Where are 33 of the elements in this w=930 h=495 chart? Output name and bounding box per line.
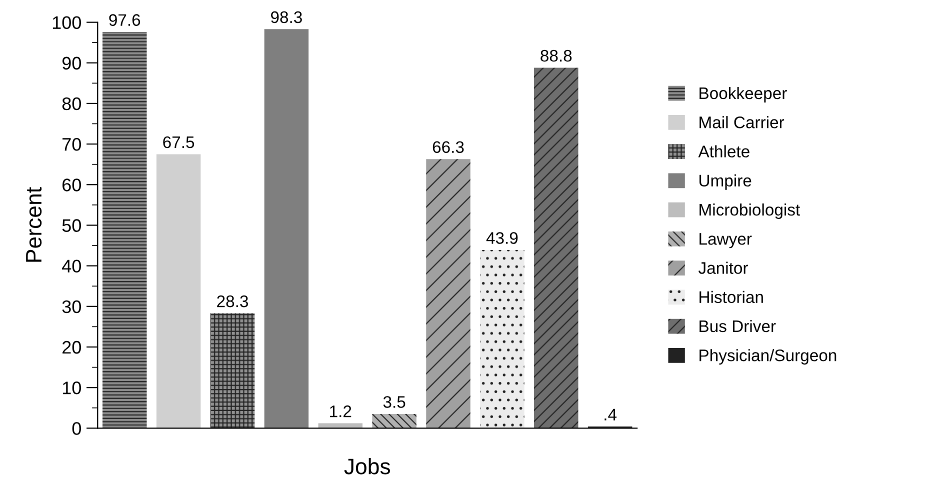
y-tick-label: 100 [52,16,81,29]
data-label: 98.3 [271,11,302,24]
data-label: 67.5 [163,136,194,148]
data-label: 3.5 [383,396,406,408]
y-tick-label: 70 [62,138,81,151]
data-label: 28.3 [217,295,248,308]
legend-label: Physician/Surgeon [700,349,836,365]
y-tick-label: 50 [62,219,81,232]
y-tick-label: 30 [62,300,81,314]
y-tick-label: 60 [62,178,81,192]
y-tick-label: 0 [72,422,81,435]
y-axis-title: Percent [26,187,42,262]
legend-label: Bus Driver [700,320,776,332]
data-label: 97.6 [109,14,140,26]
legend-label: Mail Carrier [700,116,784,128]
legend-label: Historian [700,290,763,304]
legend-label: Lawyer [700,233,752,248]
y-tick-label: 40 [62,260,81,273]
data-label: 43.9 [486,232,518,244]
y-tick-label: 90 [62,56,81,70]
legend-label: Bookkeeper [700,86,787,102]
x-axis-title: Jobs [344,458,390,474]
data-label: .4 [604,408,617,420]
y-tick-label: 80 [62,97,81,110]
y-tick-label: 10 [62,382,81,394]
legend-label: Athlete [698,145,750,158]
data-label: 88.8 [540,50,572,62]
legend-label: Umpire [700,174,752,190]
y-tick-label: 20 [62,340,81,354]
data-label: 1.2 [330,405,352,418]
data-label: 66.3 [432,141,464,153]
legend-label: Microbiologist [700,203,800,219]
legend-label: Janitor [698,262,748,274]
